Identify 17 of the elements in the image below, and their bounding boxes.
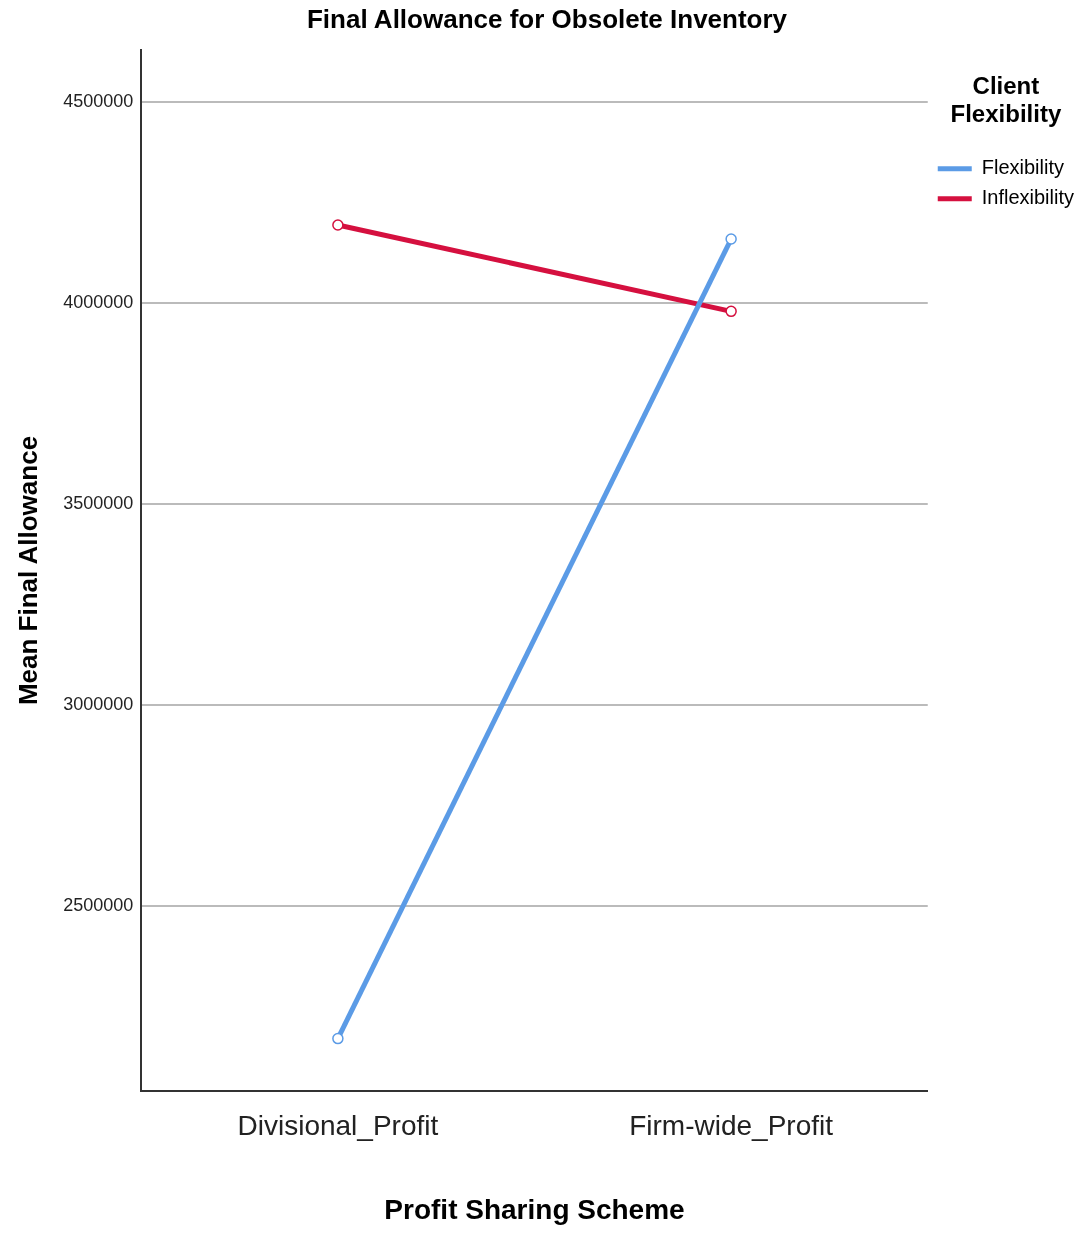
point bbox=[332, 219, 344, 231]
x-tick-label: Divisional_Profit bbox=[237, 1110, 439, 1142]
x-tick-label: Firm-wide_Profit bbox=[629, 1110, 834, 1142]
point bbox=[725, 305, 737, 318]
y-tick-label: 3500000 bbox=[63, 493, 134, 514]
y-tick-label: 4500000 bbox=[63, 91, 134, 112]
legend-title: Client Flexibility bbox=[950, 71, 1062, 128]
legend-label: Inflexibility bbox=[981, 186, 1075, 209]
legend-label: Flexibility bbox=[981, 156, 1064, 179]
y-tick-label: 3000000 bbox=[63, 694, 134, 715]
chart-title: Final Allowance for Obsolete Inventory bbox=[306, 3, 788, 34]
y-tick-label: 2500000 bbox=[63, 894, 134, 915]
y-tick-label: 4000000 bbox=[63, 292, 134, 313]
x-axis-title: Profit Sharing Scheme bbox=[384, 1193, 685, 1225]
point bbox=[725, 233, 737, 245]
y-axis-title: Mean Final Allowance bbox=[12, 435, 43, 706]
point bbox=[332, 1032, 344, 1045]
